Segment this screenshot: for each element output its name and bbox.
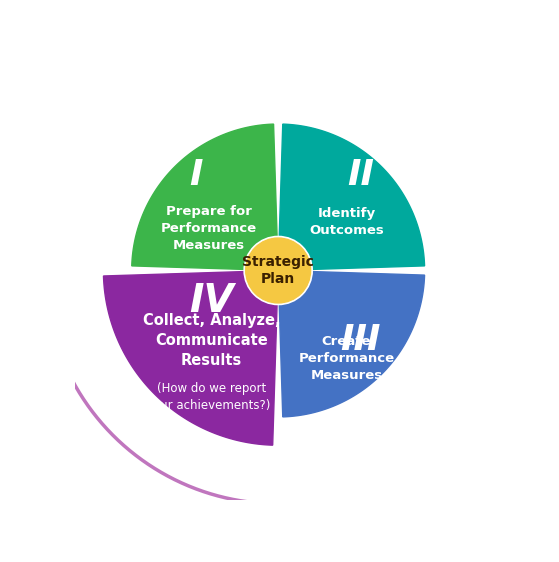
Text: I: I xyxy=(189,158,202,192)
Polygon shape xyxy=(278,124,424,270)
Circle shape xyxy=(244,237,312,305)
Text: Create
Performance
Measures: Create Performance Measures xyxy=(299,335,395,382)
Text: (How do we report
our achievements?): (How do we report our achievements?) xyxy=(153,382,270,412)
Text: Identify
Outcomes: Identify Outcomes xyxy=(309,207,384,237)
Text: IV: IV xyxy=(189,282,234,320)
Text: II: II xyxy=(347,158,374,192)
Polygon shape xyxy=(103,270,278,445)
Text: Collect, Analyze,
Communicate
Results: Collect, Analyze, Communicate Results xyxy=(143,313,280,368)
Polygon shape xyxy=(278,270,424,417)
Text: Prepare for
Performance
Measures: Prepare for Performance Measures xyxy=(161,205,257,252)
Circle shape xyxy=(246,238,311,303)
Text: Strategic
Plan: Strategic Plan xyxy=(242,255,314,286)
Polygon shape xyxy=(132,124,278,270)
Text: III: III xyxy=(340,323,381,356)
